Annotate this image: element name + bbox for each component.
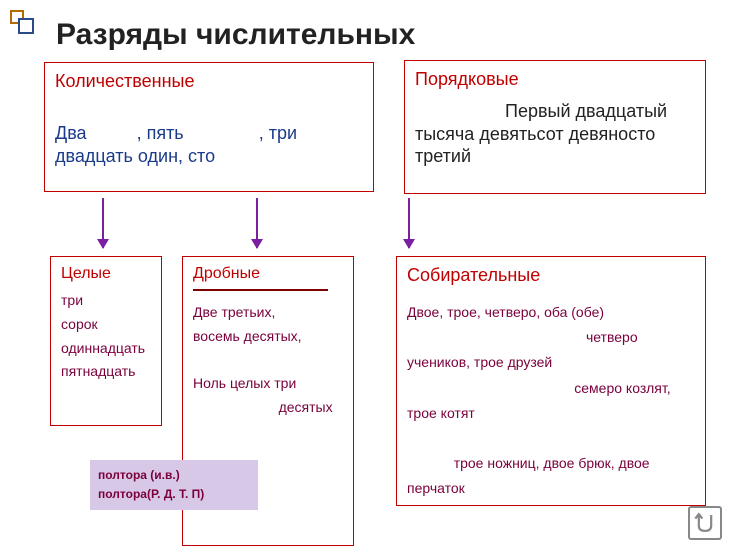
box-collective: Собирательные Двое, трое, четверо, оба (… bbox=[396, 256, 706, 506]
back-u-icon bbox=[690, 508, 720, 538]
footnote-line: полтора (и.в.) bbox=[98, 466, 250, 485]
fractional-divider bbox=[193, 289, 328, 291]
footnote-box: полтора (и.в.)полтора(Р. Д. Т. П) bbox=[90, 460, 258, 510]
box-quantitative: Количественные Два , пять , три двадцать… bbox=[44, 62, 374, 192]
corner-square-inner bbox=[18, 18, 34, 34]
box-ordinal-title: Порядковые bbox=[415, 69, 695, 90]
box-quantitative-body: Два , пять , три двадцать один, сто bbox=[55, 122, 363, 167]
arrow-down bbox=[102, 198, 104, 248]
box-collective-title: Собирательные bbox=[407, 265, 695, 286]
box-collective-body: Двое, трое, четверо, оба (обе) четверо у… bbox=[407, 300, 695, 502]
box-quantitative-title: Количественные bbox=[55, 71, 363, 92]
arrow-down bbox=[256, 198, 258, 248]
box-whole: Целые трисорокодиннадцатьпятнадцать bbox=[50, 256, 162, 426]
page-title: Разряды числительных bbox=[56, 18, 415, 52]
box-ordinal-body: Первый двадцатый тысяча девятьсот девяно… bbox=[415, 100, 695, 168]
box-ordinal: Порядковые Первый двадцатый тысяча девят… bbox=[404, 60, 706, 194]
box-fractional-body: Две третьих, восемь десятых, Ноль целых … bbox=[193, 301, 343, 420]
box-whole-title: Целые bbox=[61, 265, 151, 283]
back-link[interactable] bbox=[688, 506, 722, 540]
arrow-down bbox=[408, 198, 410, 248]
box-whole-body: трисорокодиннадцатьпятнадцать bbox=[61, 289, 151, 384]
footnote-line: полтора(Р. Д. Т. П) bbox=[98, 485, 250, 504]
corner-decoration bbox=[10, 10, 38, 38]
box-fractional-title: Дробные bbox=[193, 265, 343, 283]
